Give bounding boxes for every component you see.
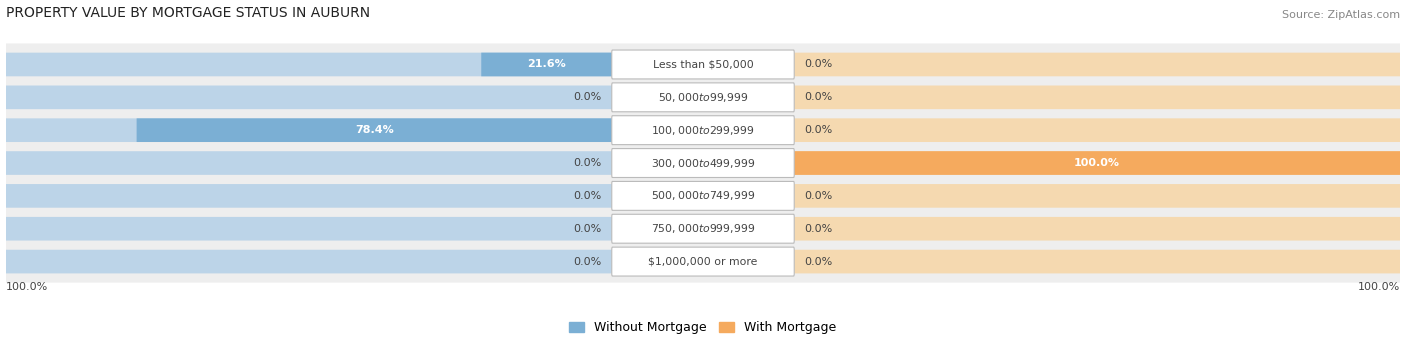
Text: 78.4%: 78.4% — [356, 125, 394, 135]
Text: 0.0%: 0.0% — [804, 125, 832, 135]
FancyBboxPatch shape — [6, 118, 613, 142]
Text: 0.0%: 0.0% — [574, 158, 602, 168]
FancyBboxPatch shape — [6, 184, 613, 208]
FancyBboxPatch shape — [4, 43, 1402, 86]
FancyBboxPatch shape — [793, 151, 1400, 175]
FancyBboxPatch shape — [612, 116, 794, 145]
FancyBboxPatch shape — [612, 83, 794, 112]
FancyBboxPatch shape — [6, 250, 613, 273]
FancyBboxPatch shape — [6, 151, 613, 175]
FancyBboxPatch shape — [793, 86, 1400, 109]
Text: Less than $50,000: Less than $50,000 — [652, 59, 754, 70]
Text: $300,000 to $499,999: $300,000 to $499,999 — [651, 157, 755, 169]
FancyBboxPatch shape — [4, 142, 1402, 184]
FancyBboxPatch shape — [6, 217, 613, 240]
FancyBboxPatch shape — [6, 53, 613, 76]
FancyBboxPatch shape — [481, 53, 613, 76]
Text: $100,000 to $299,999: $100,000 to $299,999 — [651, 124, 755, 137]
FancyBboxPatch shape — [793, 118, 1400, 142]
FancyBboxPatch shape — [136, 118, 613, 142]
FancyBboxPatch shape — [612, 181, 794, 210]
Text: 0.0%: 0.0% — [574, 92, 602, 102]
Text: PROPERTY VALUE BY MORTGAGE STATUS IN AUBURN: PROPERTY VALUE BY MORTGAGE STATUS IN AUB… — [6, 6, 370, 20]
Text: Source: ZipAtlas.com: Source: ZipAtlas.com — [1282, 10, 1400, 20]
Text: 0.0%: 0.0% — [804, 92, 832, 102]
FancyBboxPatch shape — [6, 86, 613, 109]
FancyBboxPatch shape — [793, 151, 1400, 175]
Text: 0.0%: 0.0% — [804, 59, 832, 70]
Legend: Without Mortgage, With Mortgage: Without Mortgage, With Mortgage — [564, 316, 842, 339]
Text: 100.0%: 100.0% — [1074, 158, 1121, 168]
FancyBboxPatch shape — [4, 208, 1402, 250]
FancyBboxPatch shape — [612, 214, 794, 243]
FancyBboxPatch shape — [612, 50, 794, 79]
Text: $500,000 to $749,999: $500,000 to $749,999 — [651, 189, 755, 202]
Text: 0.0%: 0.0% — [574, 224, 602, 234]
Text: 0.0%: 0.0% — [574, 256, 602, 267]
Text: 0.0%: 0.0% — [804, 191, 832, 201]
FancyBboxPatch shape — [4, 175, 1402, 217]
FancyBboxPatch shape — [793, 53, 1400, 76]
FancyBboxPatch shape — [793, 250, 1400, 273]
FancyBboxPatch shape — [793, 217, 1400, 240]
Text: $1,000,000 or more: $1,000,000 or more — [648, 256, 758, 267]
Text: 0.0%: 0.0% — [804, 256, 832, 267]
Text: 21.6%: 21.6% — [527, 59, 567, 70]
Text: 0.0%: 0.0% — [574, 191, 602, 201]
FancyBboxPatch shape — [4, 109, 1402, 151]
Text: 100.0%: 100.0% — [6, 282, 48, 292]
Text: $750,000 to $999,999: $750,000 to $999,999 — [651, 222, 755, 235]
Text: $50,000 to $99,999: $50,000 to $99,999 — [658, 91, 748, 104]
FancyBboxPatch shape — [4, 240, 1402, 283]
Text: 100.0%: 100.0% — [1358, 282, 1400, 292]
FancyBboxPatch shape — [612, 149, 794, 177]
FancyBboxPatch shape — [793, 184, 1400, 208]
FancyBboxPatch shape — [612, 247, 794, 276]
Text: 0.0%: 0.0% — [804, 224, 832, 234]
FancyBboxPatch shape — [4, 76, 1402, 118]
